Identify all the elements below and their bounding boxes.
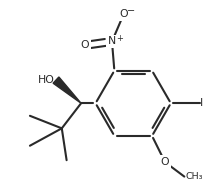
Text: I: I — [200, 98, 203, 108]
Text: N: N — [108, 36, 116, 47]
Text: +: + — [116, 34, 123, 42]
Text: CH₃: CH₃ — [185, 172, 203, 181]
Polygon shape — [53, 77, 81, 103]
Text: −: − — [127, 6, 135, 16]
Text: O: O — [119, 9, 128, 19]
Text: O: O — [81, 40, 89, 50]
Text: O: O — [161, 157, 169, 167]
Text: HO: HO — [38, 75, 55, 85]
